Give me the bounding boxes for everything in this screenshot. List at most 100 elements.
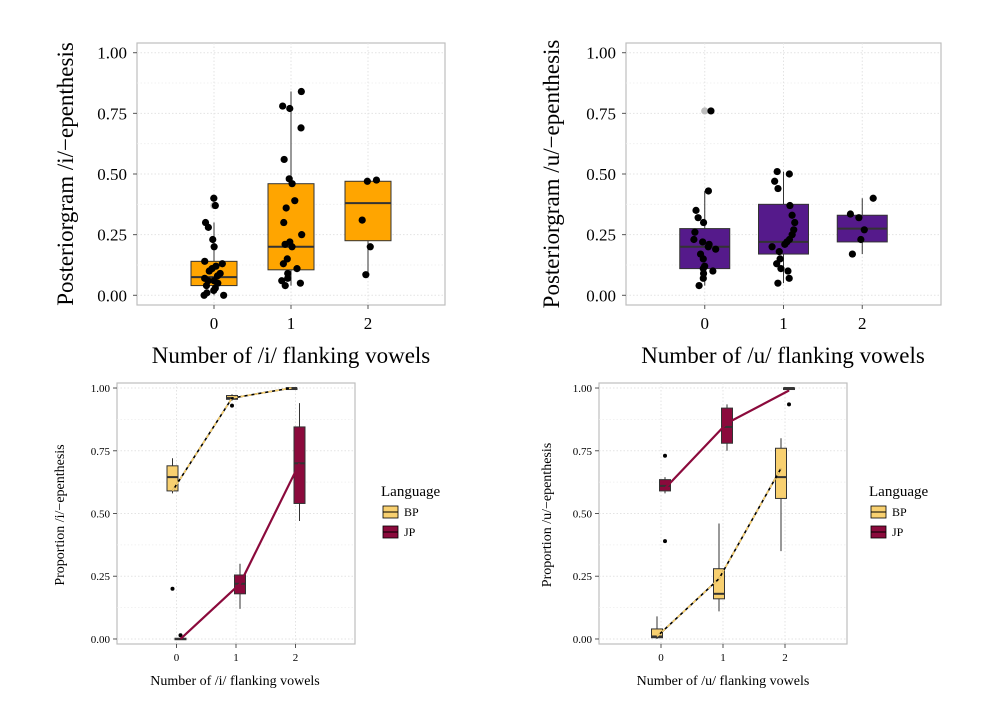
y-tick-label: 0.25 <box>573 571 593 583</box>
data-point <box>784 267 792 275</box>
y-tick-label: 0.25 <box>97 226 127 245</box>
box <box>166 465 179 492</box>
x-tick-label: 0 <box>174 652 180 664</box>
data-point <box>691 228 699 236</box>
data-point <box>279 102 287 110</box>
data-point <box>699 274 707 282</box>
data-point <box>855 214 863 222</box>
series-line-jp <box>179 462 301 640</box>
box <box>344 180 392 242</box>
y-tick-label: 0.75 <box>91 446 111 458</box>
data-point <box>296 279 304 287</box>
data-point <box>204 223 212 231</box>
data-point <box>210 243 218 251</box>
y-axis-label: Posteriorgram /u/−epenthesis <box>539 40 564 309</box>
data-point <box>777 265 785 273</box>
x-tick-label: 1 <box>720 652 726 664</box>
y-tick-label: 0.75 <box>97 104 127 123</box>
data-point <box>692 206 700 214</box>
data-point <box>860 226 868 234</box>
x-tick-label: 1 <box>779 314 788 333</box>
data-point <box>297 124 305 132</box>
data-point <box>699 238 707 246</box>
y-tick-label: 0.00 <box>97 286 127 305</box>
y-tick-label: 0.50 <box>573 509 593 521</box>
data-point <box>281 240 289 248</box>
panel-top-right: 0.00 0.25 0.50 0.75 1.00 0 1 2 Number of… <box>539 40 942 368</box>
axis-ticks: 0.00 0.25 0.50 0.75 1.00 0 1 2 <box>91 383 299 664</box>
legend-key-bp <box>382 505 399 519</box>
x-tick-label: 2 <box>364 314 373 333</box>
x-axis-label: Number of /u/ flanking vowels <box>637 674 810 689</box>
outlier-point <box>178 633 183 638</box>
y-tick-label: 0.00 <box>91 634 111 646</box>
panel-bottom-left: 0.00 0.25 0.50 0.75 1.00 0 1 2 Number of… <box>53 382 440 689</box>
data-point <box>218 260 226 268</box>
series-line-bp <box>171 387 292 492</box>
data-point <box>775 248 783 256</box>
data-point <box>366 243 374 251</box>
outlier-point <box>701 107 709 115</box>
data-point <box>773 260 781 268</box>
y-axis-label: Posteriorgram /i/−epenthesis <box>53 42 78 306</box>
panel-bottom-right: 0.00 0.25 0.50 0.75 1.00 0 1 2 Number of… <box>540 382 928 689</box>
x-tick-label: 2 <box>293 652 299 664</box>
data-point <box>291 197 299 205</box>
data-point <box>774 184 782 193</box>
data-point <box>712 245 720 253</box>
x-axis-label: Number of /i/ flanking vowels <box>152 343 431 368</box>
marks <box>190 87 392 299</box>
data-point <box>286 104 294 113</box>
y-tick-label: 0.50 <box>586 165 616 184</box>
outlier-point <box>170 586 175 591</box>
data-point <box>846 210 855 218</box>
x-tick-label: 2 <box>782 652 788 664</box>
data-point <box>786 201 794 210</box>
x-tick-label: 0 <box>701 314 710 333</box>
legend: Language BP JP <box>869 484 928 539</box>
data-point <box>358 216 366 224</box>
outlier-point <box>787 402 791 407</box>
data-point <box>773 167 781 176</box>
data-point <box>699 255 707 263</box>
data-point <box>281 281 289 290</box>
legend-label-jp: JP <box>892 525 904 539</box>
data-point <box>202 281 211 290</box>
data-point <box>209 235 217 244</box>
data-point <box>363 177 371 185</box>
x-tick-label: 1 <box>233 652 239 664</box>
axis-ticks: 0.00 0.25 0.50 0.75 1.00 0 1 2 <box>586 44 866 333</box>
y-tick-label: 0.25 <box>91 571 111 583</box>
data-point <box>768 243 776 251</box>
data-point <box>283 255 291 263</box>
y-tick-label: 1.00 <box>91 383 111 395</box>
panel-top-left: 0.00 0.25 0.50 0.75 1.00 0 1 2 Number of… <box>53 42 446 368</box>
axis-ticks: 0.00 0.25 0.50 0.75 1.00 0 1 2 <box>573 383 788 664</box>
y-axis-label: Proportion /i/−epenthesis <box>53 444 68 585</box>
legend-key-jp <box>382 525 399 539</box>
data-point <box>694 214 702 222</box>
data-point <box>279 260 287 268</box>
data-point <box>709 267 717 275</box>
data-point <box>293 265 301 273</box>
data-point <box>200 291 208 299</box>
data-point <box>774 279 782 287</box>
legend-key-bp <box>870 505 887 519</box>
data-point <box>771 177 779 185</box>
series-line-bp <box>656 467 782 638</box>
y-tick-label: 0.25 <box>586 226 616 245</box>
data-point <box>205 267 213 275</box>
series-line-jp <box>664 389 790 490</box>
data-point <box>695 281 703 290</box>
box <box>721 407 733 444</box>
outlier-point <box>663 539 667 544</box>
y-tick-label: 0.00 <box>586 286 616 305</box>
x-tick-label: 0 <box>210 314 219 333</box>
legend-label-jp: JP <box>404 525 416 539</box>
marks <box>679 107 888 290</box>
box <box>651 628 663 639</box>
data-point <box>362 271 370 279</box>
data-point <box>284 274 292 282</box>
data-point <box>210 194 218 202</box>
